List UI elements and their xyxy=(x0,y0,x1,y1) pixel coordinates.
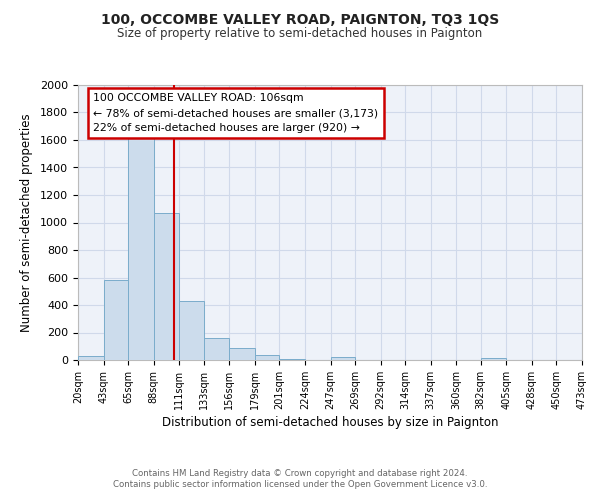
Bar xyxy=(179,301,204,360)
Text: Size of property relative to semi-detached houses in Paignton: Size of property relative to semi-detach… xyxy=(118,28,482,40)
Bar xyxy=(204,338,229,360)
Bar xyxy=(229,348,255,360)
Bar xyxy=(481,358,506,360)
X-axis label: Distribution of semi-detached houses by size in Paignton: Distribution of semi-detached houses by … xyxy=(162,416,498,429)
Text: Contains HM Land Registry data © Crown copyright and database right 2024.: Contains HM Land Registry data © Crown c… xyxy=(132,468,468,477)
Bar xyxy=(255,355,280,360)
Bar xyxy=(154,213,179,360)
Text: 100 OCCOMBE VALLEY ROAD: 106sqm
← 78% of semi-detached houses are smaller (3,173: 100 OCCOMBE VALLEY ROAD: 106sqm ← 78% of… xyxy=(93,93,378,133)
Y-axis label: Number of semi-detached properties: Number of semi-detached properties xyxy=(20,113,33,332)
Bar xyxy=(128,130,154,360)
Bar xyxy=(104,280,128,360)
Bar xyxy=(331,357,355,360)
Bar xyxy=(78,356,104,360)
Text: 100, OCCOMBE VALLEY ROAD, PAIGNTON, TQ3 1QS: 100, OCCOMBE VALLEY ROAD, PAIGNTON, TQ3 … xyxy=(101,12,499,26)
Text: Contains public sector information licensed under the Open Government Licence v3: Contains public sector information licen… xyxy=(113,480,487,489)
